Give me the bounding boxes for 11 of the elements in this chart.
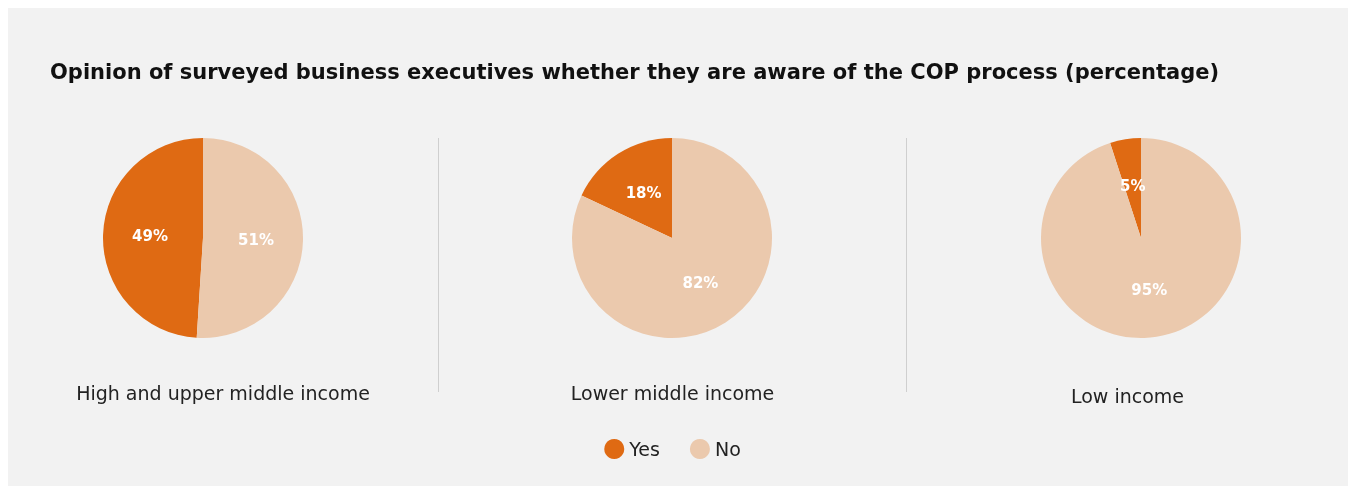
legend-label: Yes (628, 438, 660, 460)
text: High and upper middle income (76, 381, 370, 404)
text: Low income (1070, 384, 1185, 407)
data-label: 49% (132, 227, 168, 246)
legend-label: No (714, 438, 741, 460)
data-label: 95% (1131, 281, 1168, 300)
text: Lower middle income (570, 381, 775, 404)
data-label: 51% (238, 230, 274, 249)
text: Opinion of surveyed business executives whether they are aware of the COP process (percentage) (50, 60, 1220, 84)
data-label: 82% (682, 273, 719, 292)
data-label: 18% (625, 184, 662, 203)
